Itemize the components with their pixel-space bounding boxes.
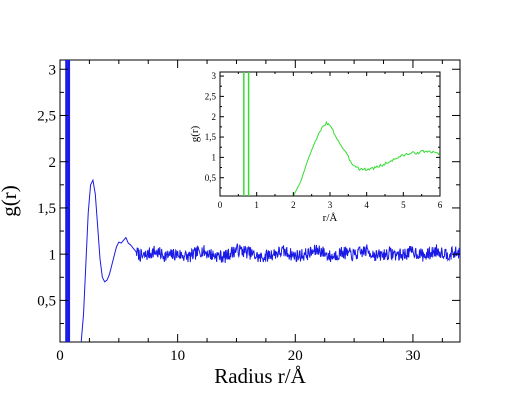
x-tick-label: 30 (405, 348, 420, 364)
x-axis-label: r/Å (323, 212, 338, 224)
y-tick-label: 2,5 (205, 92, 217, 102)
x-tick-label: 20 (288, 348, 303, 364)
x-tick-label: 4 (364, 200, 369, 210)
y-axis-label: g(r) (189, 125, 201, 142)
inset-plot: 0 1 2 3 4 5 6 0,5 1 1,5 2 2,5 3 r/Å g(r) (189, 71, 443, 224)
x-tick-label: 0 (56, 348, 64, 364)
x-tick-label: 6 (438, 200, 443, 210)
data-line (80, 178, 460, 342)
x-tick-label: 0 (218, 200, 223, 210)
y-tick-label: 1 (49, 247, 57, 263)
y-tick-label: 2 (212, 112, 217, 122)
y-tick-label: 3 (212, 71, 217, 81)
x-tick-label: 10 (170, 348, 185, 364)
y-tick-label: 1,5 (205, 132, 217, 142)
plot-frame (219, 71, 441, 197)
y-tick-label: 2 (49, 155, 57, 171)
y-tick-label: 1,5 (37, 201, 56, 217)
y-axis-label: g(r) (0, 185, 21, 216)
y-tick-label: 2,5 (37, 109, 56, 125)
x-tick-label: 1 (254, 200, 259, 210)
data-line (292, 120, 440, 196)
y-tick-label: 0,5 (37, 294, 56, 310)
y-tick-label: 1 (212, 153, 217, 163)
x-tick-label: 3 (328, 200, 333, 210)
y-tick-label: 0,5 (205, 173, 217, 183)
y-tick-label: 3 (49, 62, 57, 78)
x-axis-label: Radius r/Å (214, 364, 306, 388)
x-tick-label: 2 (291, 200, 296, 210)
x-tick-label: 5 (401, 200, 406, 210)
